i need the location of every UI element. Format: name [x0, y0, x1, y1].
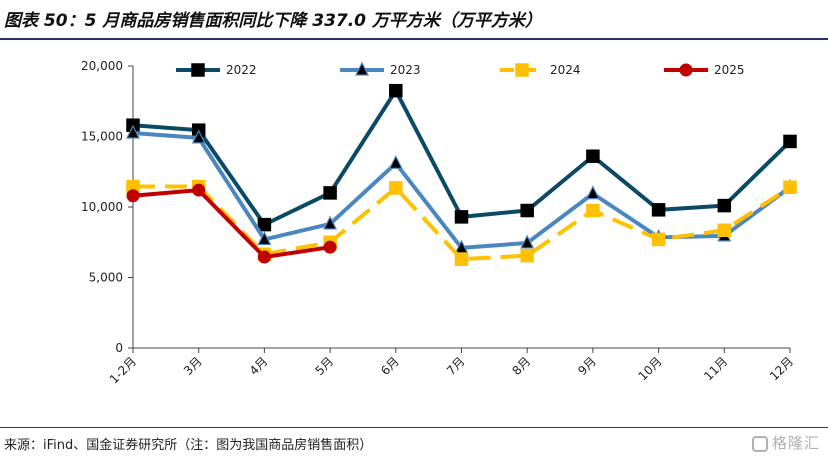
data-point-2022	[520, 203, 534, 218]
watermark-text: 格隆汇	[771, 434, 820, 452]
data-point-2024	[454, 252, 469, 266]
chart-title: 图表 50：5 月商品房销售面积同比下降 337.0 万平方米（万平方米）	[4, 11, 542, 31]
x-tick-label: 6月	[378, 354, 402, 378]
series-line-2025	[132, 188, 331, 260]
y-tick-label: 20,000	[81, 59, 123, 73]
data-point-2025	[323, 240, 337, 254]
x-tick-label: 4月	[247, 354, 271, 378]
top-divider	[0, 38, 828, 40]
line-chart: 0 5,000 10,000 15,000 20,000 1-2月 3月 4月 5月 6月 7月 8月…	[81, 59, 797, 386]
x-tick-label: 1-2月	[107, 354, 139, 386]
data-point-2022	[717, 198, 732, 213]
data-point-2025	[192, 183, 206, 197]
legend-marker-2023	[355, 61, 369, 76]
data-point-2024	[389, 181, 403, 195]
data-point-2023	[126, 124, 140, 139]
data-point-2025	[126, 189, 140, 203]
series-line-2022	[132, 88, 792, 227]
data-point-2023	[585, 185, 600, 200]
data-point-2023	[323, 215, 338, 230]
legend-label-2022: 2022	[226, 63, 257, 77]
y-tick-label: 10,000	[81, 200, 123, 214]
legend-label-2023: 2023	[390, 63, 421, 77]
data-point-2023	[520, 234, 535, 249]
y-tick-label: 0	[115, 341, 123, 355]
x-tick-label: 12月	[767, 354, 796, 383]
legend-marker-2022	[191, 63, 205, 77]
x-tick-label: 5月	[312, 354, 336, 378]
y-tick-label: 15,000	[81, 130, 123, 144]
x-tick-label: 11月	[701, 354, 730, 383]
data-point-2022	[323, 186, 337, 200]
x-tick-label: 7月	[444, 354, 468, 378]
x-tick-label: 10月	[636, 354, 665, 383]
x-tick-label: 8月	[510, 354, 534, 378]
series-line-2024	[133, 184, 792, 262]
watermark-logo-icon	[751, 436, 768, 452]
bottom-divider	[0, 427, 828, 428]
x-tick-label: 9月	[575, 354, 599, 378]
data-point-2022	[651, 203, 666, 217]
x-tick-label: 3月	[181, 354, 205, 378]
data-point-2022	[454, 210, 469, 224]
source-note: 来源：iFind、国金证券研究所（注：图为我国商品房销售面积）	[4, 438, 373, 453]
data-point-2022	[389, 83, 403, 98]
data-point-2023	[191, 129, 206, 144]
data-point-2022	[257, 217, 272, 232]
series-line-2023	[132, 130, 792, 250]
data-point-2022	[783, 134, 797, 149]
watermark: 格隆汇	[751, 432, 820, 453]
data-point-2024	[717, 223, 732, 238]
legend-label-2025: 2025	[714, 63, 745, 77]
y-tick-label: 5,000	[89, 271, 123, 285]
data-point-2023	[388, 154, 403, 169]
data-point-2024	[520, 248, 534, 263]
data-point-2024	[783, 180, 797, 195]
legend-marker-2025	[679, 63, 693, 77]
legend-marker-2024	[515, 63, 529, 77]
data-point-2024	[651, 232, 666, 247]
data-point-2022	[586, 149, 600, 163]
data-point-2025	[257, 250, 271, 264]
data-point-2023	[257, 231, 272, 246]
legend-label-2024: 2024	[550, 63, 581, 77]
data-point-2024	[586, 203, 600, 218]
